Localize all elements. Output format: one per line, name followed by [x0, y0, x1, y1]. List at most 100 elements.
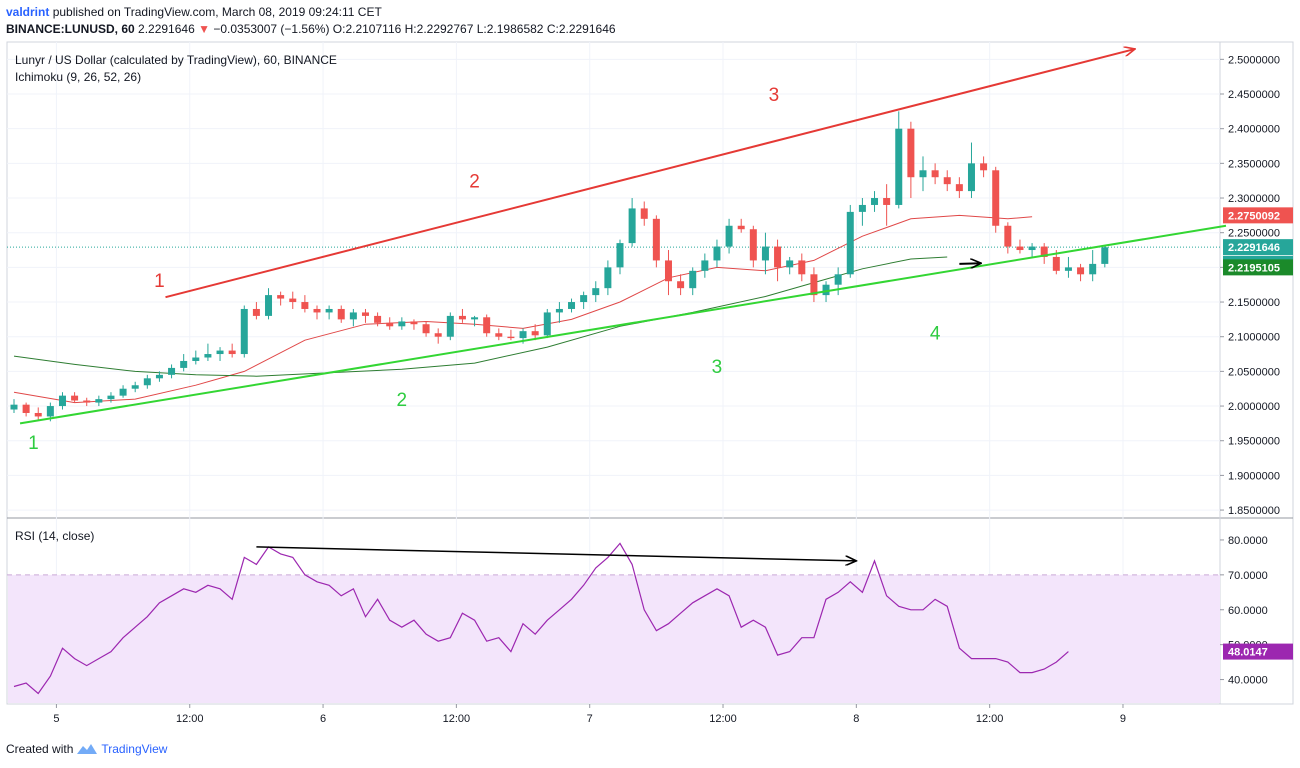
candle	[568, 298, 576, 313]
candle	[992, 166, 1000, 233]
candle	[907, 121, 915, 199]
price-axis-label: 2.2195105	[1223, 259, 1293, 276]
close-value: 2.2291646	[558, 22, 616, 36]
ichimoku-red-line	[13, 214, 1033, 404]
candle-body	[143, 378, 151, 386]
price-tick-label: 2.1500000	[1228, 297, 1280, 309]
candle	[240, 305, 248, 358]
price-label-bg	[1223, 259, 1293, 276]
candle-body	[1064, 267, 1072, 271]
rsi-tick-label: 80.0000	[1228, 535, 1268, 547]
lower-support-line	[19, 224, 1227, 425]
price-tick-label: 2.5000000	[1228, 54, 1280, 66]
candle-body	[798, 260, 806, 275]
rsi-pane-title: RSI (14, close)	[15, 529, 94, 543]
candle	[22, 402, 30, 417]
candle-body	[980, 163, 988, 171]
time-tick-label: 12:00	[443, 713, 471, 725]
time-tick-label: 12:00	[976, 713, 1004, 725]
candle	[616, 239, 624, 275]
candle	[507, 329, 515, 341]
candle-body	[858, 204, 866, 212]
candle	[798, 253, 806, 282]
candle-body	[1040, 246, 1048, 257]
candle-body	[410, 321, 418, 325]
price-axis-label: 2.2750092	[1223, 207, 1293, 224]
candle-body	[386, 322, 394, 327]
price-tick-label: 1.9500000	[1228, 436, 1280, 448]
candle-body	[1004, 225, 1012, 247]
candle-body	[265, 295, 273, 316]
candle	[652, 215, 660, 268]
candle	[265, 288, 273, 320]
candle	[216, 347, 224, 361]
candle	[471, 315, 479, 327]
candle-body	[992, 170, 1000, 226]
candle	[10, 399, 18, 413]
brand-link[interactable]: TradingView	[101, 742, 168, 756]
candle-body	[289, 298, 297, 303]
candle	[289, 291, 297, 309]
wave-label: 2	[469, 172, 480, 193]
candle	[361, 308, 369, 323]
candle-body	[907, 128, 915, 178]
candle	[628, 198, 636, 247]
candle-body	[725, 225, 733, 247]
candle-body	[507, 336, 515, 339]
candle-body	[361, 312, 369, 316]
candle	[737, 218, 745, 233]
rsi-tick-label: 70.0000	[1228, 570, 1268, 582]
price-label-bg	[1223, 239, 1293, 256]
down-arrow-icon: ▼	[198, 22, 210, 36]
time-tick-label: 8	[853, 713, 859, 725]
candle-body	[495, 333, 503, 337]
candle-body	[204, 354, 212, 358]
candle-body	[471, 317, 479, 320]
candle-body	[180, 360, 188, 368]
wave-label: 3	[769, 85, 780, 106]
candle-body	[810, 274, 818, 296]
candle	[483, 314, 491, 337]
price-tick-label: 2.1000000	[1228, 332, 1280, 344]
candle-body	[434, 333, 442, 337]
time-tick-label: 6	[320, 713, 326, 725]
candle-body	[337, 308, 345, 320]
candle	[1028, 243, 1036, 257]
wave-label: 2	[397, 390, 408, 411]
candle	[749, 225, 757, 268]
candle-body	[1077, 267, 1085, 275]
candle-body	[325, 308, 333, 313]
candle	[725, 218, 733, 254]
candle-body	[519, 331, 527, 339]
candle	[543, 308, 551, 339]
candle-body	[834, 274, 842, 285]
wave-label: 1	[28, 433, 39, 454]
candle-body	[374, 315, 382, 323]
candle-body	[531, 331, 539, 336]
price-label-text: 2.2195105	[1228, 262, 1280, 274]
candle-body	[616, 243, 624, 268]
price-label-text: 2.2291646	[1228, 242, 1280, 254]
candle-body	[664, 260, 672, 282]
candle	[228, 343, 236, 358]
candle-body	[107, 395, 115, 400]
candle-body	[446, 315, 454, 337]
author-name[interactable]: valdrint	[6, 5, 50, 19]
candle	[677, 274, 685, 296]
wave-label: 1	[154, 271, 165, 292]
candle	[871, 191, 879, 212]
candle	[398, 317, 406, 330]
candle	[858, 198, 866, 226]
candle-body	[119, 388, 127, 396]
price-tick-label: 2.3500000	[1228, 158, 1280, 170]
candle-body	[543, 312, 551, 336]
price-tick-label: 2.4500000	[1228, 89, 1280, 101]
candle	[640, 201, 648, 226]
candle-body	[943, 177, 951, 185]
candle	[34, 407, 42, 420]
candle-body	[640, 208, 648, 219]
candle	[1077, 263, 1085, 282]
candle-body	[483, 317, 491, 334]
candle	[580, 291, 588, 309]
